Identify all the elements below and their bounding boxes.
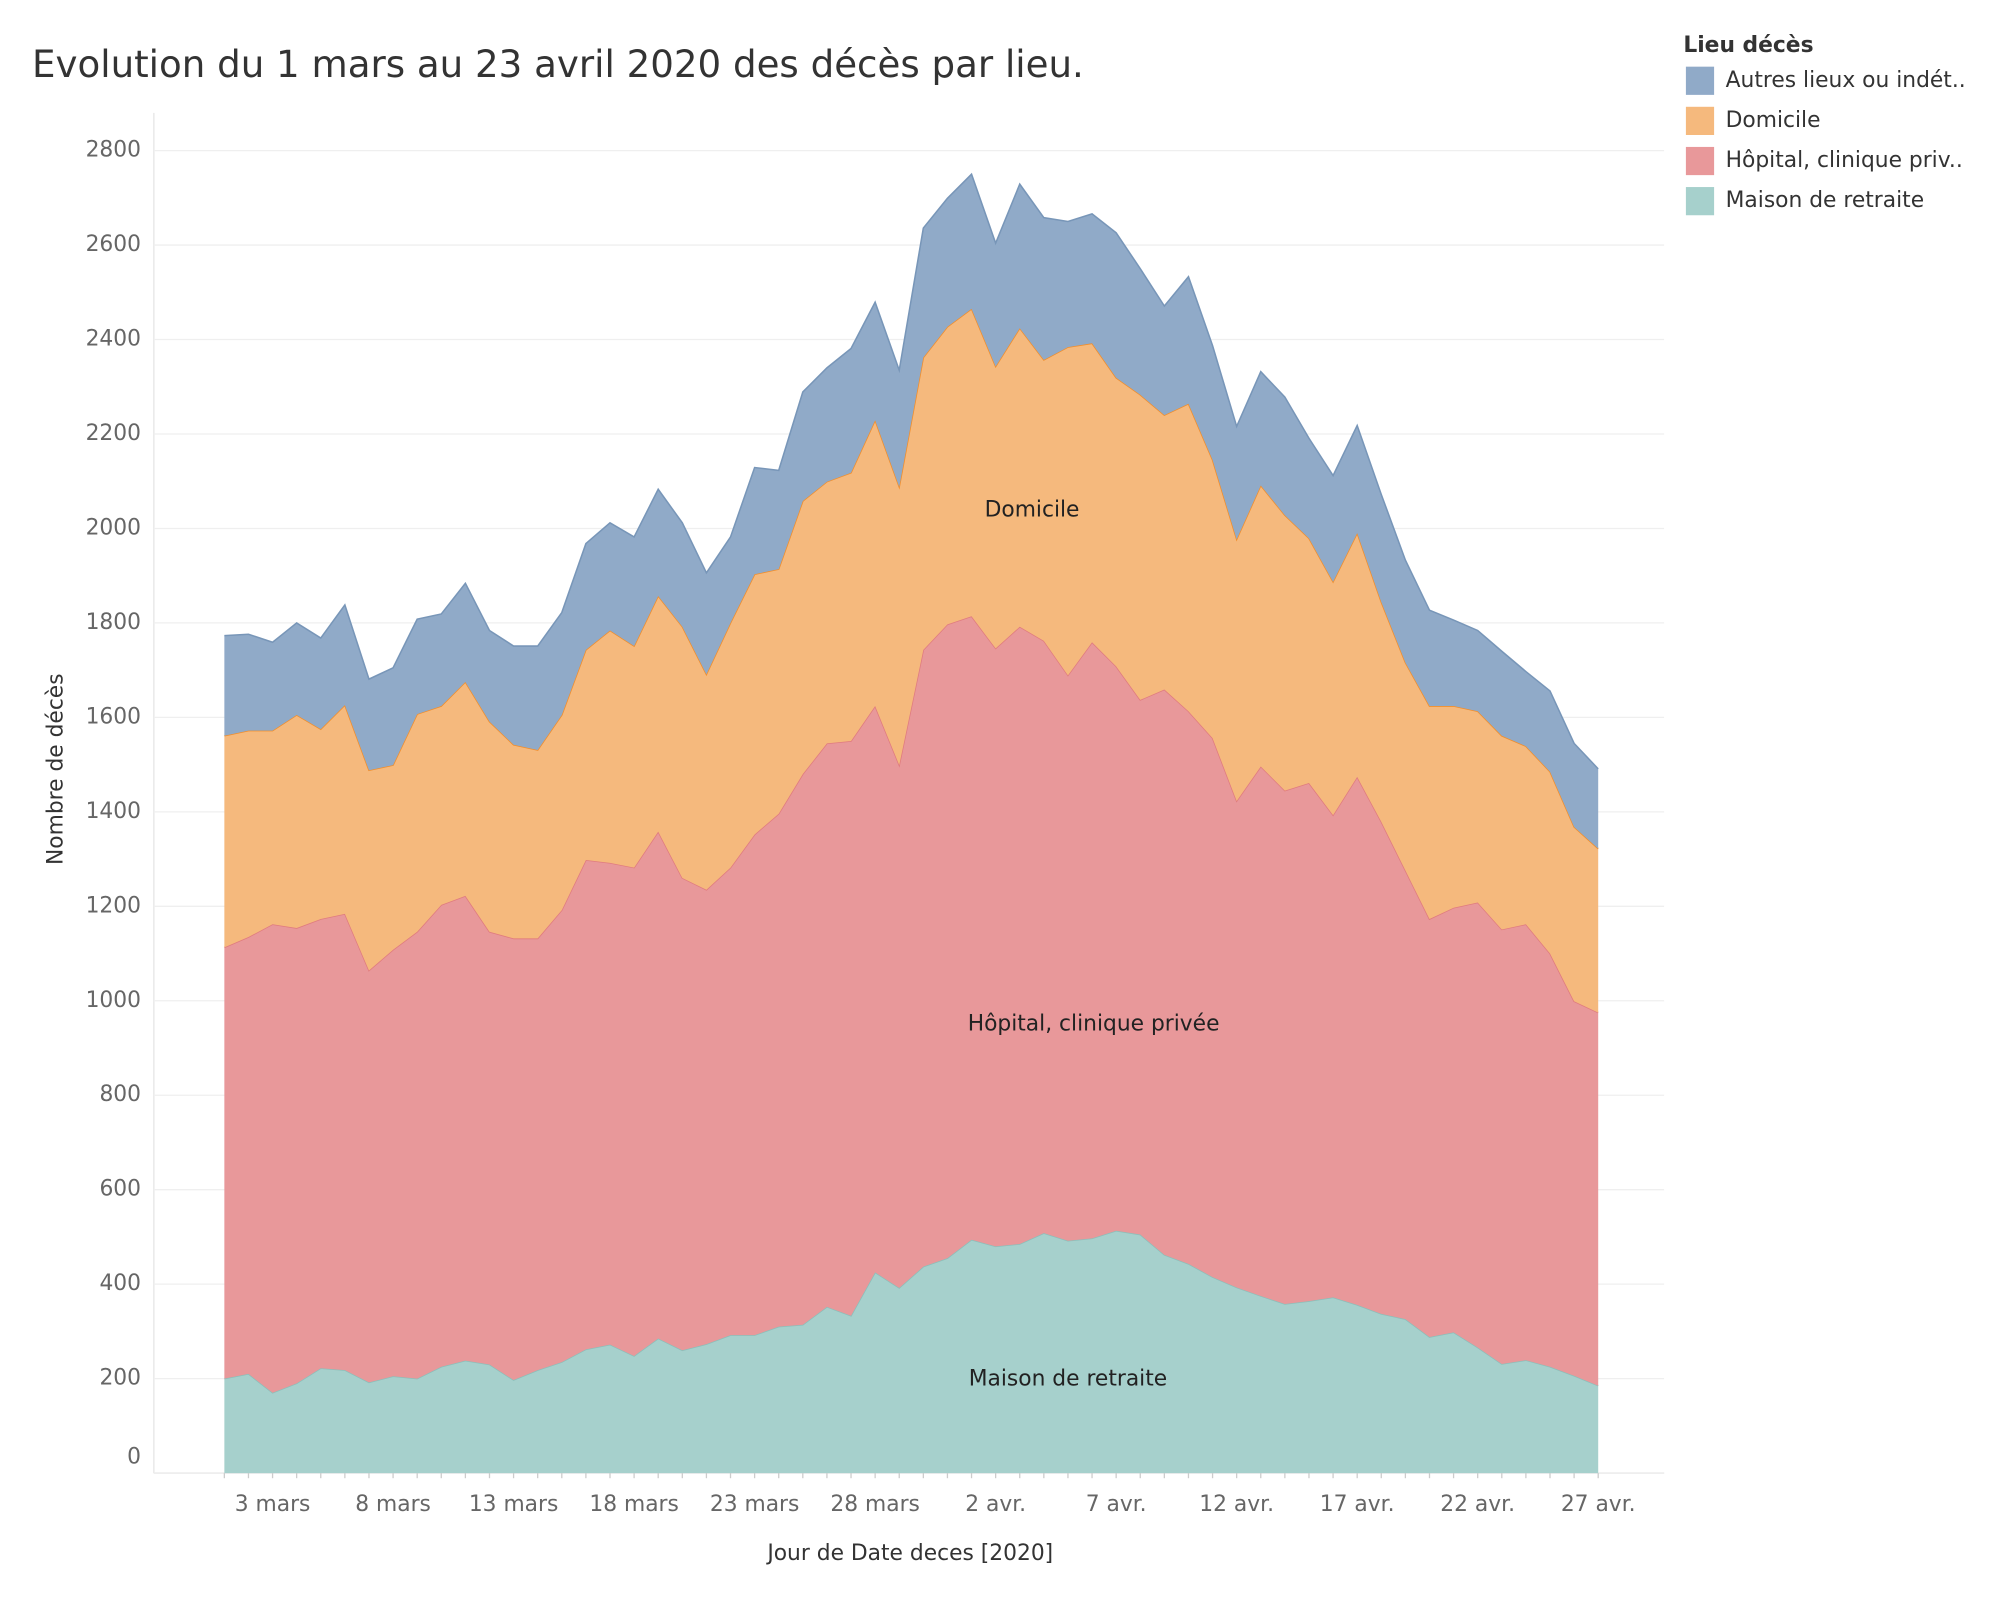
- x-tick-label: 23 mars: [710, 1492, 800, 1517]
- y-tick-label: 2800: [86, 138, 141, 163]
- area-edge: [224, 172, 1599, 770]
- x-tick-label: 12 avr.: [1199, 1492, 1274, 1517]
- x-tick-label: 8 mars: [355, 1492, 431, 1517]
- legend-swatch: [1685, 106, 1715, 135]
- y-tick-label: 1800: [86, 610, 141, 635]
- y-tick-label: 200: [99, 1366, 141, 1391]
- y-tick-label: 1000: [86, 988, 141, 1013]
- legend-label: Maison de retraite: [1726, 188, 1924, 213]
- y-tick-label: 2600: [86, 232, 141, 257]
- legend-label: Domicile: [1726, 108, 1821, 133]
- area-label: Hôpital, clinique privée: [968, 1011, 1220, 1036]
- x-tick-label: 28 mars: [830, 1492, 920, 1517]
- area: [224, 616, 1599, 1393]
- y-tick-label: 800: [99, 1082, 141, 1107]
- area: [224, 308, 1599, 1013]
- legend-swatch: [1685, 66, 1715, 95]
- legend-label: Hôpital, clinique priv..: [1726, 148, 1963, 173]
- legend-title: Lieu décès: [1683, 33, 1813, 58]
- legend-swatch: [1685, 146, 1715, 176]
- x-tick-label: 3 mars: [235, 1492, 311, 1517]
- y-tick-label: 600: [99, 1177, 141, 1202]
- area: [224, 1230, 1599, 1474]
- y-tick-label: 1400: [86, 799, 141, 824]
- x-tick-label: 18 mars: [589, 1492, 679, 1517]
- x-tick-label: 17 avr.: [1320, 1492, 1395, 1517]
- x-tick-label: 7 avr.: [1086, 1492, 1147, 1517]
- y-tick-label: 1600: [86, 704, 141, 729]
- y-tick-label: 1200: [86, 893, 141, 918]
- x-tick-label: 27 avr.: [1561, 1492, 1636, 1517]
- x-tick-label: 13 mars: [469, 1492, 559, 1517]
- y-axis-label: Nombre de décès: [43, 673, 68, 865]
- area-label: Maison de retraite: [969, 1366, 1167, 1391]
- chart-title: Evolution du 1 mars au 23 avril 2020 des…: [32, 42, 1084, 86]
- legend-label: Autres lieux ou indét..: [1726, 68, 1966, 93]
- x-tick-label: 2 avr.: [965, 1492, 1026, 1517]
- legend-swatch: [1685, 187, 1715, 216]
- x-axis-label: Jour de Date deces [2020]: [765, 1541, 1053, 1566]
- y-tick-label: 2000: [86, 515, 141, 540]
- x-tick-label: 22 avr.: [1440, 1492, 1515, 1517]
- y-tick-label: 0: [127, 1445, 141, 1470]
- y-tick-label: 2400: [86, 327, 141, 352]
- area-edge: [224, 1229, 1599, 1394]
- y-tick-label: 400: [99, 1271, 141, 1296]
- area-label: Domicile: [985, 497, 1080, 522]
- y-tick-label: 2200: [86, 421, 141, 446]
- area: [224, 174, 1599, 849]
